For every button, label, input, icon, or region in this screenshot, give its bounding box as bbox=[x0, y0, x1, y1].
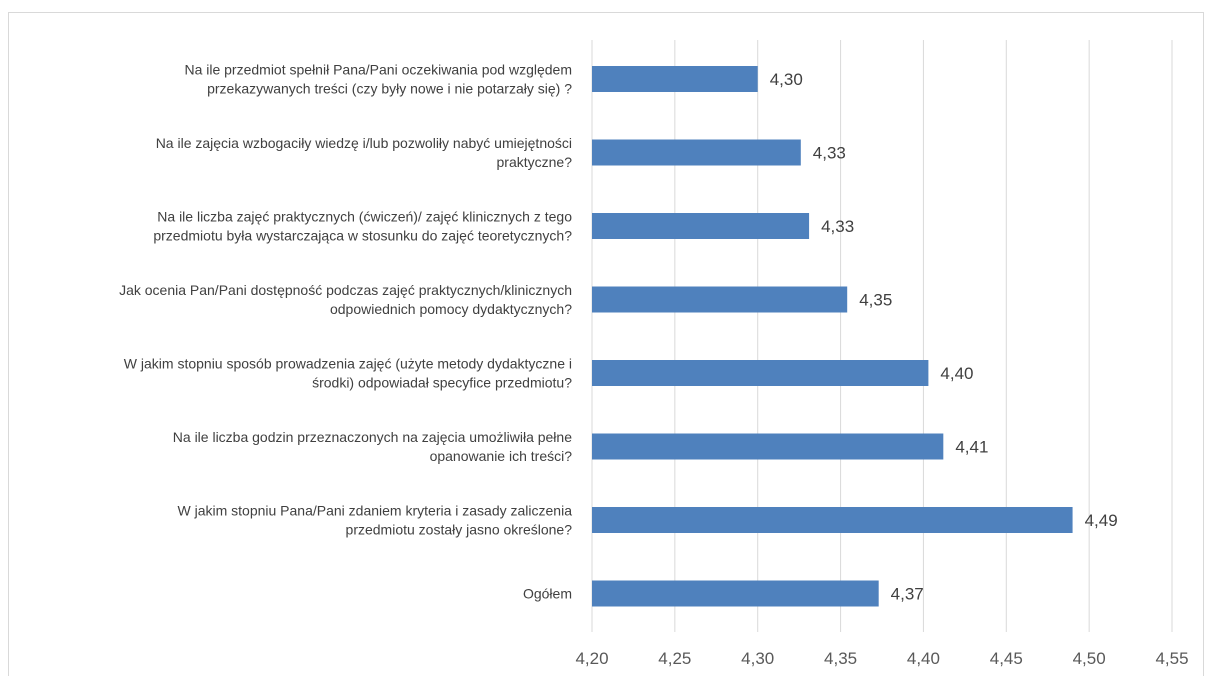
data-labels: 4,30 4,33 4,33 4,35 4,40 4,41 4,49 4,37 bbox=[770, 70, 1118, 604]
bar bbox=[592, 507, 1073, 533]
x-tick-label: 4,50 bbox=[1073, 649, 1106, 668]
category-label-line: opanowanie ich treści? bbox=[430, 448, 573, 464]
category-label-line: przedmiotu była wystarczająca w stosunku… bbox=[153, 228, 572, 244]
category-label: Na ile przedmiot spełnił Pana/Pani oczek… bbox=[184, 62, 572, 97]
bar bbox=[592, 286, 848, 313]
gridlines bbox=[591, 40, 1173, 632]
category-label: Jak ocenia Pan/Pani dostępność podczas z… bbox=[119, 282, 572, 317]
data-label: 4,33 bbox=[813, 144, 846, 163]
bar bbox=[592, 66, 758, 92]
category-label-line: przekazywanych treści (czy były nowe i n… bbox=[207, 81, 572, 97]
x-tick-label: 4,35 bbox=[824, 649, 857, 668]
category-label-line: Ogółem bbox=[523, 586, 572, 602]
data-label: 4,49 bbox=[1085, 511, 1118, 530]
data-label: 4,37 bbox=[891, 585, 924, 604]
category-label: Na ile zajęcia wzbogaciły wiedzę i/lub p… bbox=[156, 135, 573, 170]
bar bbox=[592, 360, 929, 386]
bar bbox=[592, 580, 879, 607]
bar bbox=[592, 213, 810, 239]
category-label: W jakim stopniu sposób prowadzenia zajęć… bbox=[124, 356, 572, 391]
data-label: 4,40 bbox=[940, 364, 973, 383]
bar bbox=[592, 139, 801, 166]
x-tick-label: 4,30 bbox=[741, 649, 774, 668]
x-tick-label: 4,25 bbox=[658, 649, 691, 668]
data-label: 4,33 bbox=[821, 217, 854, 236]
category-label-line: Na ile zajęcia wzbogaciły wiedzę i/lub p… bbox=[156, 135, 572, 151]
category-label-line: praktyczne? bbox=[497, 154, 573, 170]
x-tick-label: 4,40 bbox=[907, 649, 940, 668]
category-labels: Na ile przedmiot spełnił Pana/Pani oczek… bbox=[119, 62, 572, 602]
category-label-line: przedmiotu zostały jasno określone? bbox=[346, 522, 573, 538]
category-label: Ogółem bbox=[523, 586, 572, 602]
category-label-line: środki) odpowiadał specyfice przedmiotu? bbox=[312, 375, 572, 391]
category-label-line: Jak ocenia Pan/Pani dostępność podczas z… bbox=[119, 282, 572, 298]
data-label: 4,41 bbox=[955, 438, 988, 457]
x-axis-tick-labels: 4,20 4,25 4,30 4,35 4,40 4,45 4,50 4,55 bbox=[575, 649, 1188, 668]
bars bbox=[592, 66, 1073, 607]
x-tick-label: 4,55 bbox=[1155, 649, 1188, 668]
category-label-line: W jakim stopniu Pana/Pani zdaniem kryter… bbox=[177, 503, 572, 519]
category-label-line: Na ile liczba godzin przeznaczonych na z… bbox=[173, 429, 572, 445]
x-tick-label: 4,20 bbox=[575, 649, 608, 668]
category-label: W jakim stopniu Pana/Pani zdaniem kryter… bbox=[177, 503, 572, 538]
x-tick-label: 4,45 bbox=[990, 649, 1023, 668]
data-label: 4,30 bbox=[770, 70, 803, 89]
category-label-line: odpowiednich pomocy dydaktycznych? bbox=[330, 301, 572, 317]
chart-area bbox=[8, 12, 1204, 676]
category-label: Na ile liczba godzin przeznaczonych na z… bbox=[173, 429, 572, 464]
category-label-line: W jakim stopniu sposób prowadzenia zajęć… bbox=[124, 356, 572, 372]
bar bbox=[592, 433, 944, 460]
category-label-line: Na ile przedmiot spełnił Pana/Pani oczek… bbox=[184, 62, 572, 78]
category-label: Na ile liczba zajęć praktycznych (ćwicze… bbox=[153, 209, 572, 244]
category-label-line: Na ile liczba zajęć praktycznych (ćwicze… bbox=[157, 209, 572, 225]
data-label: 4,35 bbox=[859, 291, 892, 310]
